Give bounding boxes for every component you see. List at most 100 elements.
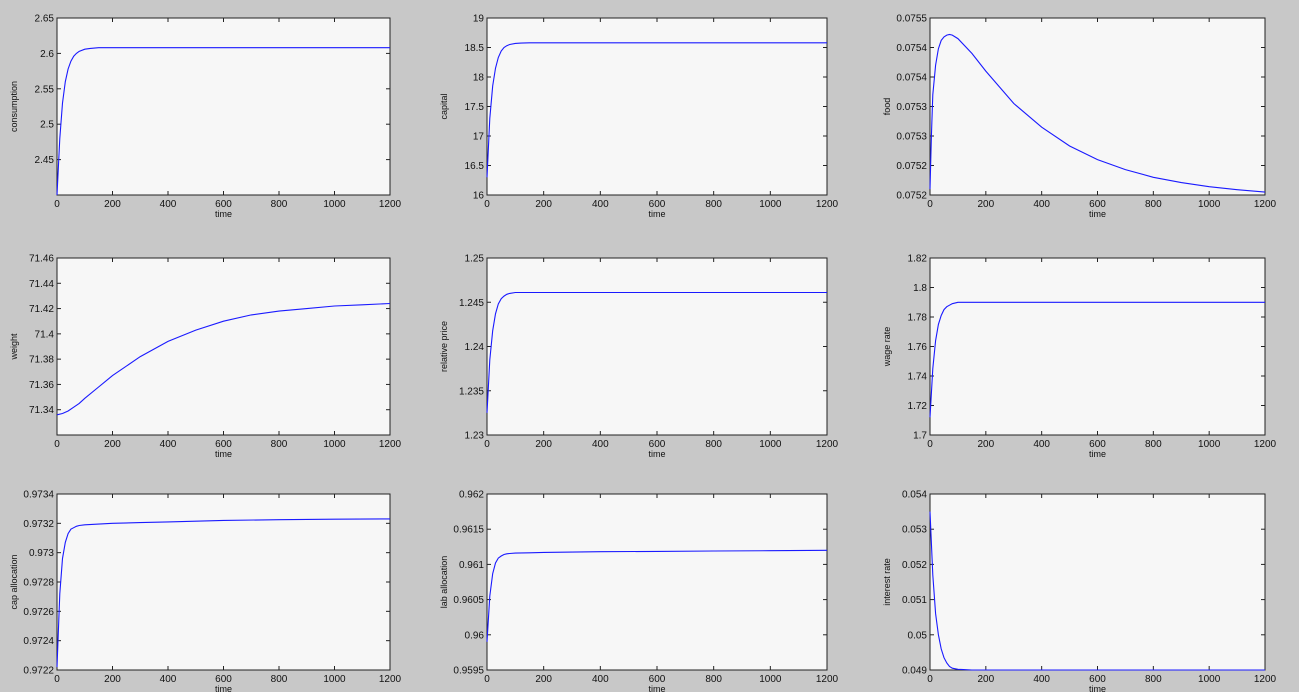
x-tick-label: 600 — [1089, 439, 1106, 450]
series-line — [486, 549, 828, 642]
x-tick-label: 1000 — [1198, 674, 1221, 685]
x-tick-label: 800 — [1145, 439, 1162, 450]
y-tick-label: 0.9722 — [23, 666, 54, 677]
x-tick-label: 0 — [54, 674, 60, 685]
subplot-5: 0 200 400 600 800 1000 1200 1.23 1.235 1.24 1.245 1… — [439, 254, 839, 460]
series-line — [929, 511, 1265, 671]
y-tick-label: 71.44 — [29, 279, 54, 290]
x-tick-label: 1200 — [379, 439, 402, 450]
y-tick-label: 1.7 — [913, 431, 927, 442]
axes-frame — [56, 17, 391, 196]
y-tick-label: 17 — [473, 132, 485, 143]
x-tick-label: 600 — [215, 674, 232, 685]
y-tick-label: 0.0753 — [896, 102, 927, 113]
y-tick-label: 0.973 — [29, 548, 54, 559]
series-line — [929, 301, 1265, 418]
y-tick-label: 0.049 — [902, 666, 927, 677]
x-tick-label: 800 — [705, 439, 722, 450]
y-tick-label: 0.0752 — [896, 161, 927, 172]
y-tick-label: 0.053 — [902, 525, 927, 536]
y-tick-label: 1.72 — [908, 401, 928, 412]
x-tick-label: 0 — [484, 199, 490, 210]
y-tick-label: 0.9724 — [23, 636, 54, 647]
x-tick-label: 1200 — [1254, 199, 1277, 210]
x-tick-label: 800 — [1145, 674, 1162, 685]
x-axis-label: time — [215, 449, 232, 459]
x-tick-label: 200 — [977, 439, 994, 450]
y-tick-label: 0.051 — [902, 595, 927, 606]
x-tick-label: 200 — [977, 199, 994, 210]
x-tick-label: 1000 — [759, 674, 782, 685]
y-tick-label: 0.96 — [465, 630, 485, 641]
y-tick-label: 1.82 — [908, 254, 928, 265]
x-tick-label: 600 — [215, 199, 232, 210]
y-tick-label: 0.9734 — [23, 490, 54, 501]
y-tick-label: 71.4 — [35, 329, 55, 340]
x-axis-label: time — [215, 209, 232, 219]
y-tick-label: 2.6 — [40, 49, 54, 60]
y-tick-label: 2.5 — [40, 120, 54, 131]
x-tick-label: 400 — [1033, 674, 1050, 685]
x-tick-label: 1200 — [1254, 674, 1277, 685]
y-tick-label: 0.0754 — [896, 43, 927, 54]
y-axis-label: capital — [439, 93, 449, 119]
axes-frame — [56, 257, 391, 436]
y-tick-label: 2.45 — [35, 155, 55, 166]
series-line — [56, 302, 391, 416]
x-tick-label: 800 — [705, 199, 722, 210]
y-tick-label: 1.235 — [459, 386, 484, 397]
x-tick-label: 1200 — [816, 439, 839, 450]
x-tick-label: 1000 — [323, 439, 346, 450]
x-tick-label: 800 — [705, 674, 722, 685]
x-axis-label: time — [648, 209, 665, 219]
x-tick-label: 600 — [1089, 674, 1106, 685]
x-tick-label: 1200 — [1254, 439, 1277, 450]
x-tick-label: 400 — [592, 439, 609, 450]
x-tick-label: 200 — [535, 199, 552, 210]
y-tick-label: 0.9732 — [23, 519, 54, 530]
series-line — [56, 47, 390, 196]
y-tick-label: 0.9615 — [453, 525, 484, 536]
y-tick-label: 0.0752 — [896, 191, 927, 202]
y-tick-label: 0.054 — [902, 490, 927, 501]
x-tick-label: 1000 — [323, 199, 346, 210]
y-tick-label: 2.65 — [35, 14, 55, 25]
x-tick-label: 400 — [1033, 199, 1050, 210]
subplot-2: 0 200 400 600 800 1000 1200 16 16.5 17 17.5 18 18.5 1… — [439, 14, 839, 220]
y-tick-label: 0.0754 — [896, 73, 927, 84]
y-tick-label: 18 — [473, 73, 485, 84]
y-tick-label: 71.34 — [29, 405, 54, 416]
x-tick-label: 1000 — [759, 439, 782, 450]
x-tick-label: 800 — [1145, 199, 1162, 210]
y-tick-label: 19 — [473, 14, 485, 25]
x-axis-label: time — [1089, 209, 1106, 219]
y-tick-label: 1.245 — [459, 298, 484, 309]
x-tick-label: 600 — [1089, 199, 1106, 210]
y-tick-label: 71.36 — [29, 380, 54, 391]
x-tick-label: 800 — [271, 439, 288, 450]
x-axis-label: time — [648, 449, 665, 459]
y-tick-label: 0.962 — [459, 490, 484, 501]
y-tick-label: 1.78 — [908, 313, 928, 324]
y-tick-label: 0.9728 — [23, 578, 54, 589]
y-tick-label: 0.05 — [908, 630, 928, 641]
series-line — [486, 291, 827, 413]
x-tick-label: 0 — [927, 199, 933, 210]
y-tick-label: 18.5 — [465, 43, 485, 54]
x-tick-label: 0 — [54, 199, 60, 210]
x-tick-label: 400 — [160, 674, 177, 685]
y-axis-label: relative price — [439, 321, 449, 372]
x-tick-label: 1000 — [1198, 199, 1221, 210]
x-tick-label: 600 — [649, 199, 666, 210]
x-tick-label: 1000 — [1198, 439, 1221, 450]
x-tick-label: 800 — [271, 199, 288, 210]
x-tick-label: 600 — [215, 439, 232, 450]
y-tick-label: 71.38 — [29, 355, 54, 366]
x-tick-label: 400 — [160, 439, 177, 450]
axes-frame — [486, 257, 828, 436]
x-axis-label: time — [215, 684, 232, 692]
x-tick-label: 0 — [484, 674, 490, 685]
x-axis-label: time — [648, 684, 665, 692]
subplot-8: 0 200 400 600 800 1000 1200 0.9595 0.96 0.9605 0.9… — [439, 490, 839, 692]
x-tick-label: 200 — [104, 674, 121, 685]
